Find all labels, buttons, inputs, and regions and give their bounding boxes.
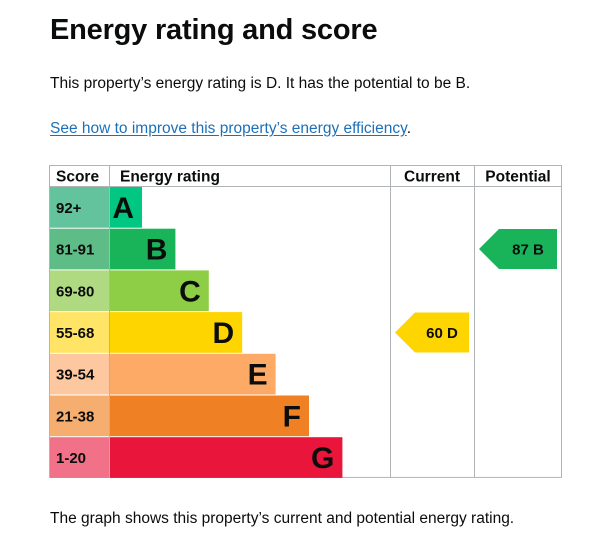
score-range-e: 39-54 bbox=[56, 367, 95, 384]
chart-caption: The graph shows this property’s current … bbox=[50, 510, 515, 527]
rating-bar-e bbox=[110, 353, 276, 395]
score-range-f: 21-38 bbox=[56, 408, 94, 425]
score-cell-e bbox=[50, 353, 109, 395]
score-cell-g bbox=[50, 437, 109, 478]
page-title: Energy rating and score bbox=[50, 14, 378, 46]
score-range-a: 92+ bbox=[56, 200, 82, 217]
potential-column-header: Potential bbox=[485, 169, 550, 186]
rating-letter-b: B bbox=[146, 234, 168, 267]
score-column-header: Score bbox=[56, 169, 99, 186]
score-cell-a bbox=[50, 187, 109, 228]
rating-bar-f bbox=[110, 395, 309, 437]
score-range-g: 1-20 bbox=[56, 450, 86, 467]
current-rating-arrow bbox=[395, 312, 469, 353]
score-range-c: 69-80 bbox=[56, 283, 94, 300]
score-cell-f bbox=[50, 395, 109, 437]
score-range-b: 81-91 bbox=[56, 242, 94, 259]
rating-letter-f: F bbox=[283, 400, 301, 433]
potential-rating-arrow bbox=[479, 229, 557, 270]
rating-bar-a bbox=[110, 187, 142, 228]
rating-letter-c: C bbox=[179, 275, 201, 308]
rating-column-header: Energy rating bbox=[120, 169, 220, 186]
rating-summary: This property’s energy rating is D. It h… bbox=[50, 75, 471, 92]
potential-rating-label: 87 B bbox=[512, 242, 544, 259]
score-cell-b bbox=[50, 228, 109, 270]
score-cell-c bbox=[50, 270, 109, 312]
rating-bar-b bbox=[110, 228, 176, 270]
current-rating-label: 60 D bbox=[426, 325, 458, 342]
rating-bar-c bbox=[110, 270, 209, 312]
rating-letter-g: G bbox=[311, 442, 334, 475]
improve-efficiency-link[interactable]: See how to improve this property’s energ… bbox=[50, 120, 407, 137]
link-suffix: . bbox=[406, 120, 411, 137]
rating-letter-a: A bbox=[112, 192, 134, 225]
improve-link-line: See how to improve this property’s energ… bbox=[50, 120, 411, 138]
current-column-header: Current bbox=[404, 169, 460, 186]
rating-bar-d bbox=[110, 312, 243, 353]
score-range-d: 55-68 bbox=[56, 325, 94, 342]
rating-letter-d: D bbox=[213, 317, 235, 350]
score-cell-d bbox=[50, 312, 109, 353]
rating-bar-g bbox=[110, 437, 343, 478]
rating-letter-e: E bbox=[248, 359, 268, 392]
